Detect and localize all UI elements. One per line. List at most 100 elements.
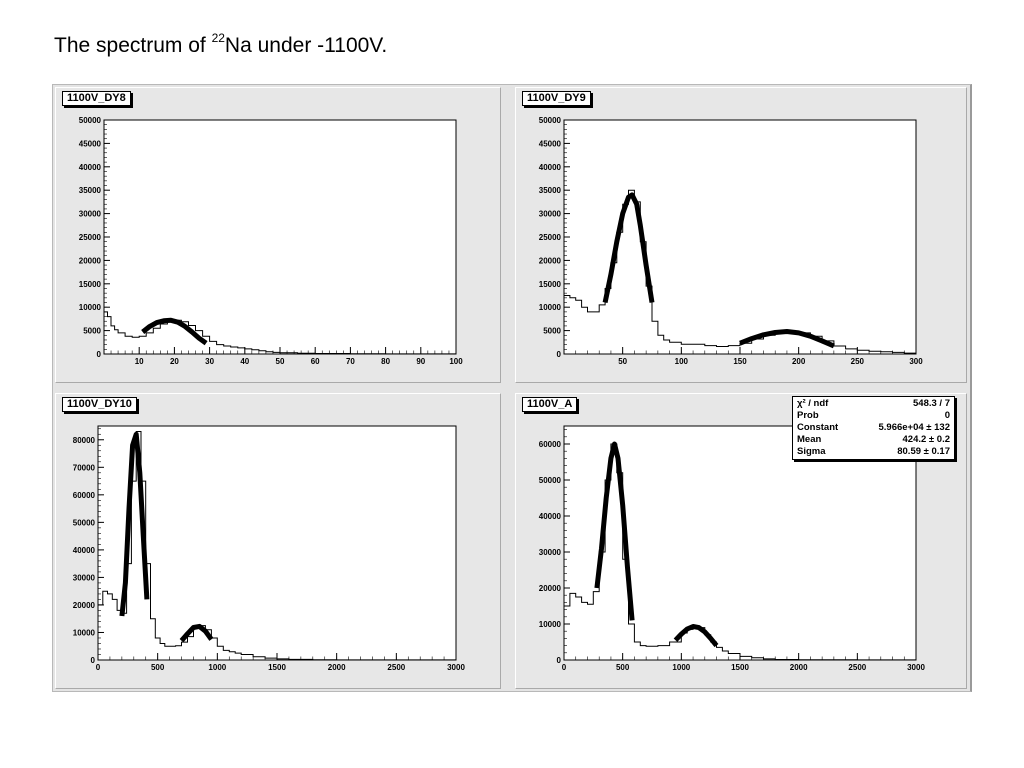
y-tick-label: 10000 — [539, 303, 562, 312]
plot-frame — [563, 119, 917, 355]
stats-label: Prob — [797, 410, 819, 421]
y-tick-label: 60000 — [539, 440, 562, 449]
y-tick-label: 0 — [557, 656, 562, 665]
x-tick-label: 50 — [618, 357, 627, 366]
stats-value: 0 — [944, 410, 950, 421]
y-tick-label: 5000 — [83, 327, 101, 336]
stats-row: Mean 424.2 ± 0.2 — [797, 434, 950, 446]
x-tick-label: 10 — [135, 357, 144, 366]
x-tick-label: 2500 — [387, 663, 405, 672]
plot-frame — [97, 425, 457, 661]
x-tick-label: 1500 — [731, 663, 749, 672]
stats-value: 5.966e+04 ± 132 — [878, 422, 950, 433]
fit-curve — [594, 441, 635, 621]
stats-row: Constant 5.966e+04 ± 132 — [797, 422, 950, 434]
pad-dy9: 0 5000 10000 15000 20000 25000 30000 35000 40000… — [515, 87, 967, 383]
stats-label: χ² / ndf — [797, 398, 829, 409]
page-title: The spectrum of 22Na under -1100V. — [54, 31, 388, 57]
y-tick-label: 70000 — [73, 463, 96, 472]
x-tick-label: 2000 — [328, 663, 346, 672]
y-tick-label: 20000 — [539, 584, 562, 593]
fit-curve — [179, 623, 214, 643]
stats-value: 80.59 ± 0.17 — [897, 446, 950, 457]
histogram-dy9: 0 5000 10000 15000 20000 25000 30000 35000 40000… — [539, 116, 923, 366]
pad-dy10: 0 10000 20000 30000 40000 50000 60000 70000 8000… — [55, 393, 501, 689]
stats-row: χ² / ndf 548.3 / 7 — [797, 398, 950, 410]
y-tick-label: 20000 — [539, 256, 562, 265]
x-tick-label: 2500 — [848, 663, 866, 672]
y-tick-label: 15000 — [79, 280, 102, 289]
y-tick-label: 50000 — [73, 518, 96, 527]
y-tick-label: 10000 — [539, 620, 562, 629]
y-tick-label: 40000 — [539, 512, 562, 521]
y-tick-label: 45000 — [79, 139, 102, 148]
y-tick-label: 10000 — [79, 303, 102, 312]
x-tick-label: 100 — [449, 357, 463, 366]
root-canvas: 0 5000 10000 15000 20000 25000 30000 35000 40000… — [52, 84, 972, 692]
y-tick-label: 30000 — [539, 210, 562, 219]
y-tick-label: 30000 — [79, 210, 102, 219]
x-tick-label: 20 — [170, 357, 179, 366]
y-tick-label: 35000 — [79, 186, 102, 195]
y-tick-label: 40000 — [79, 163, 102, 172]
x-tick-label: 100 — [675, 357, 689, 366]
fit-stats-box: χ² / ndf 548.3 / 7 Prob 0 Constant 5.966e+0… — [792, 396, 955, 460]
x-tick-label: 300 — [909, 357, 923, 366]
histogram-dy8: 0 5000 10000 15000 20000 25000 30000 35000 40000… — [79, 116, 463, 366]
histogram-line — [564, 443, 917, 661]
y-tick-label: 0 — [557, 350, 562, 359]
y-tick-label: 0 — [91, 656, 96, 665]
x-tick-label: 1000 — [208, 663, 226, 672]
histogram-title: 1100V_A — [522, 397, 578, 412]
x-tick-label: 2000 — [790, 663, 808, 672]
y-tick-label: 50000 — [539, 476, 562, 485]
x-tick-label: 500 — [151, 663, 165, 672]
y-tick-label: 45000 — [539, 139, 562, 148]
y-tick-label: 20000 — [73, 601, 96, 610]
y-tick-label: 0 — [97, 350, 102, 359]
y-tick-label: 5000 — [543, 327, 561, 336]
y-tick-label: 20000 — [79, 256, 102, 265]
x-tick-label: 1500 — [268, 663, 286, 672]
x-tick-label: 3000 — [907, 663, 925, 672]
fit-curve — [119, 431, 150, 617]
histogram-line — [98, 431, 457, 661]
histogram-line — [104, 311, 457, 355]
y-tick-label: 50000 — [539, 116, 562, 125]
stats-label: Sigma — [797, 446, 826, 457]
x-tick-label: 80 — [381, 357, 390, 366]
pad-dy8: 0 5000 10000 15000 20000 25000 30000 35000 40000… — [55, 87, 501, 383]
y-tick-label: 80000 — [73, 436, 96, 445]
stats-row: Prob 0 — [797, 410, 950, 422]
y-tick-label: 10000 — [73, 628, 96, 637]
x-tick-label: 500 — [616, 663, 630, 672]
y-tick-label: 25000 — [539, 233, 562, 242]
histogram-dy10: 0100002000030000400005000060000700008000… — [73, 425, 465, 672]
pad-anode: 0 10000 20000 30000 40000 50000 60000 0 500 1000 1… — [515, 393, 967, 689]
x-tick-label: 150 — [733, 357, 747, 366]
y-tick-label: 25000 — [79, 233, 102, 242]
y-tick-label: 30000 — [539, 548, 562, 557]
y-tick-label: 40000 — [73, 546, 96, 555]
stats-value: 424.2 ± 0.2 — [902, 434, 950, 445]
x-tick-label: 30 — [205, 357, 214, 366]
y-tick-label: 60000 — [73, 491, 96, 500]
x-tick-label: 1000 — [672, 663, 690, 672]
x-tick-label: 200 — [792, 357, 806, 366]
y-tick-label: 15000 — [539, 280, 562, 289]
stats-label: Constant — [797, 422, 839, 433]
x-tick-label: 3000 — [447, 663, 465, 672]
y-tick-label: 40000 — [539, 163, 562, 172]
histogram-title: 1100V_DY8 — [62, 91, 131, 106]
stats-label: Mean — [797, 434, 822, 445]
x-tick-label: 90 — [416, 357, 425, 366]
fit-curve — [602, 192, 655, 304]
stats-value: 548.3 / 7 — [913, 398, 950, 409]
x-tick-label: 70 — [346, 357, 355, 366]
y-tick-label: 50000 — [79, 116, 102, 125]
fit-curve — [141, 317, 208, 346]
x-tick-label: 50 — [276, 357, 285, 366]
x-tick-label: 60 — [311, 357, 320, 366]
x-tick-label: 0 — [562, 663, 567, 672]
histogram-title: 1100V_DY10 — [62, 397, 137, 412]
